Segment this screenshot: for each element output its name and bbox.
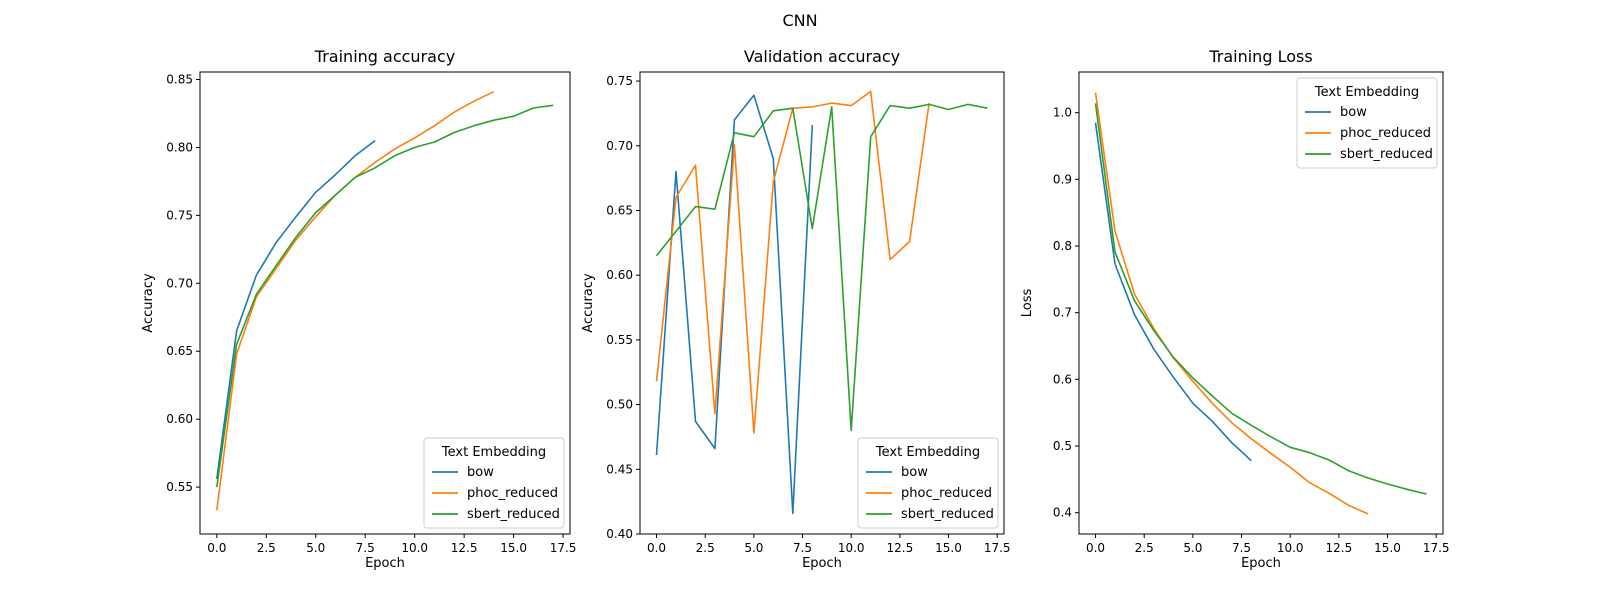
training-accuracy-xtick-label: 7.5 [356,541,375,555]
training-accuracy-ytick-label: 0.65 [166,344,193,358]
validation-accuracy-xtick-label: 17.5 [984,541,1011,555]
training-accuracy-xtick-label: 10.0 [401,541,428,555]
training-accuracy-legend-entry: phoc_reduced [467,486,558,501]
training-accuracy-y-axis-label: Accuracy [141,273,156,333]
training-accuracy-xtick-label: 17.5 [550,541,577,555]
validation-accuracy-xtick-label: 0.0 [647,541,666,555]
training-loss-legend-entry: phoc_reduced [1340,126,1431,141]
training-accuracy-legend-entry: bow [467,465,494,480]
training-accuracy-ytick-label: 0.85 [166,72,193,86]
training-accuracy-ytick-label: 0.55 [166,480,193,494]
training-accuracy-xtick-label: 15.0 [500,541,527,555]
figure-title: CNN [782,11,817,30]
validation-accuracy-panel: Validation accuracy 0.0 2.5 5.0 7.5 10.0 12.5 1… [581,47,1011,571]
training-loss-title: Training Loss [1208,47,1312,66]
validation-accuracy-ytick-label: 0.45 [606,462,633,476]
training-loss-y-axis-label: Loss [1020,289,1035,318]
training-accuracy-xtick-label: 2.5 [257,541,276,555]
validation-accuracy-xtick-label: 15.0 [935,541,962,555]
training-accuracy-ytick-label: 0.80 [166,140,193,154]
validation-accuracy-legend-entry: phoc_reduced [901,486,992,501]
validation-accuracy-ytick-label: 0.65 [606,203,633,217]
training-loss-legend-entry: bow [1340,105,1367,120]
training-loss-legend-entry: sbert_reduced [1340,147,1433,162]
training-accuracy-series-bow [216,139,376,480]
validation-accuracy-series-bow [655,94,814,515]
training-loss-legend: Text Embedding bow phoc_reduced sbert_reduc… [1296,77,1438,169]
training-accuracy-axes-frame [199,71,571,535]
training-loss-ytick-label: 0.4 [1053,506,1072,520]
training-loss-series-phoc-reduced [1094,92,1369,515]
training-loss-xtick-label: 2.5 [1135,541,1154,555]
validation-accuracy-xtick-label: 7.5 [793,541,812,555]
training-loss-series-bow [1094,122,1252,462]
training-loss-ytick-label: 0.8 [1053,239,1072,253]
validation-accuracy-x-axis-label: Epoch [802,556,842,571]
training-loss-xtick-label: 7.5 [1232,541,1251,555]
validation-accuracy-legend-entry: bow [901,465,928,480]
training-accuracy-xtick-label: 5.0 [306,541,325,555]
training-loss-xtick-label: 5.0 [1183,541,1202,555]
validation-accuracy-ytick-label: 0.75 [606,74,633,88]
validation-accuracy-legend-title: Text Embedding [875,445,980,460]
training-loss-ytick-label: 1.0 [1053,106,1072,120]
training-accuracy-ytick-label: 0.60 [166,412,193,426]
training-loss-series-sbert-reduced [1094,103,1427,495]
training-loss-xtick-label: 15.0 [1374,541,1401,555]
training-loss-ytick-label: 0.6 [1053,372,1072,386]
training-accuracy-xtick-label: 0.0 [207,541,226,555]
training-accuracy-series-sbert-reduced [216,104,554,488]
validation-accuracy-axes-frame [639,71,1005,535]
training-accuracy-legend-title: Text Embedding [441,445,546,460]
validation-accuracy-ytick-label: 0.55 [606,333,633,347]
training-loss-xtick-label: 0.0 [1086,541,1105,555]
training-loss-xtick-label: 10.0 [1277,541,1304,555]
training-accuracy-ytick-label: 0.75 [166,208,193,222]
training-loss-axes-frame [1078,71,1444,535]
training-loss-xtick-label: 17.5 [1423,541,1450,555]
validation-accuracy-series-phoc-reduced [655,90,930,434]
validation-accuracy-series-sbert-reduced [655,103,988,432]
validation-accuracy-legend: Text Embedding bow phoc_reduced sbert_reduc… [857,437,999,529]
training-loss-panel: Training Loss 0.0 2.5 5.0 7.5 10.0 12.5 15.0 17.… [1020,47,1450,571]
training-accuracy-x-axis-label: Epoch [365,556,405,571]
training-loss-x-axis-label: Epoch [1241,556,1281,571]
training-accuracy-title: Training accuracy [314,47,455,66]
validation-accuracy-ytick-label: 0.50 [606,398,633,412]
training-loss-ytick-label: 0.9 [1053,172,1072,186]
training-loss-ytick-label: 0.5 [1053,439,1072,453]
training-accuracy-legend-entry: sbert_reduced [467,507,560,522]
training-loss-ytick-label: 0.7 [1053,306,1072,320]
training-accuracy-ytick-label: 0.70 [166,276,193,290]
training-accuracy-legend-box [423,437,565,529]
training-accuracy-legend: Text Embedding bow phoc_reduced sbert_reduc… [423,437,565,529]
validation-accuracy-legend-box [857,437,999,529]
training-loss-xtick-label: 12.5 [1326,541,1353,555]
training-loss-legend-box [1296,77,1438,169]
validation-accuracy-legend-entry: sbert_reduced [901,507,994,522]
validation-accuracy-ytick-label: 0.70 [606,139,633,153]
validation-accuracy-xtick-label: 2.5 [696,541,715,555]
validation-accuracy-y-axis-label: Accuracy [581,273,596,333]
validation-accuracy-xtick-label: 12.5 [887,541,914,555]
training-accuracy-panel: Training accuracy 0.0 2.5 5.0 7.5 10.0 12.5 15.… [141,47,576,571]
validation-accuracy-title: Validation accuracy [744,47,900,66]
validation-accuracy-xtick-label: 5.0 [744,541,763,555]
validation-accuracy-xtick-label: 10.0 [838,541,865,555]
training-loss-legend-title: Text Embedding [1314,85,1419,100]
validation-accuracy-ytick-label: 0.40 [606,527,633,541]
validation-accuracy-ytick-label: 0.60 [606,268,633,282]
training-accuracy-xtick-label: 12.5 [451,541,478,555]
